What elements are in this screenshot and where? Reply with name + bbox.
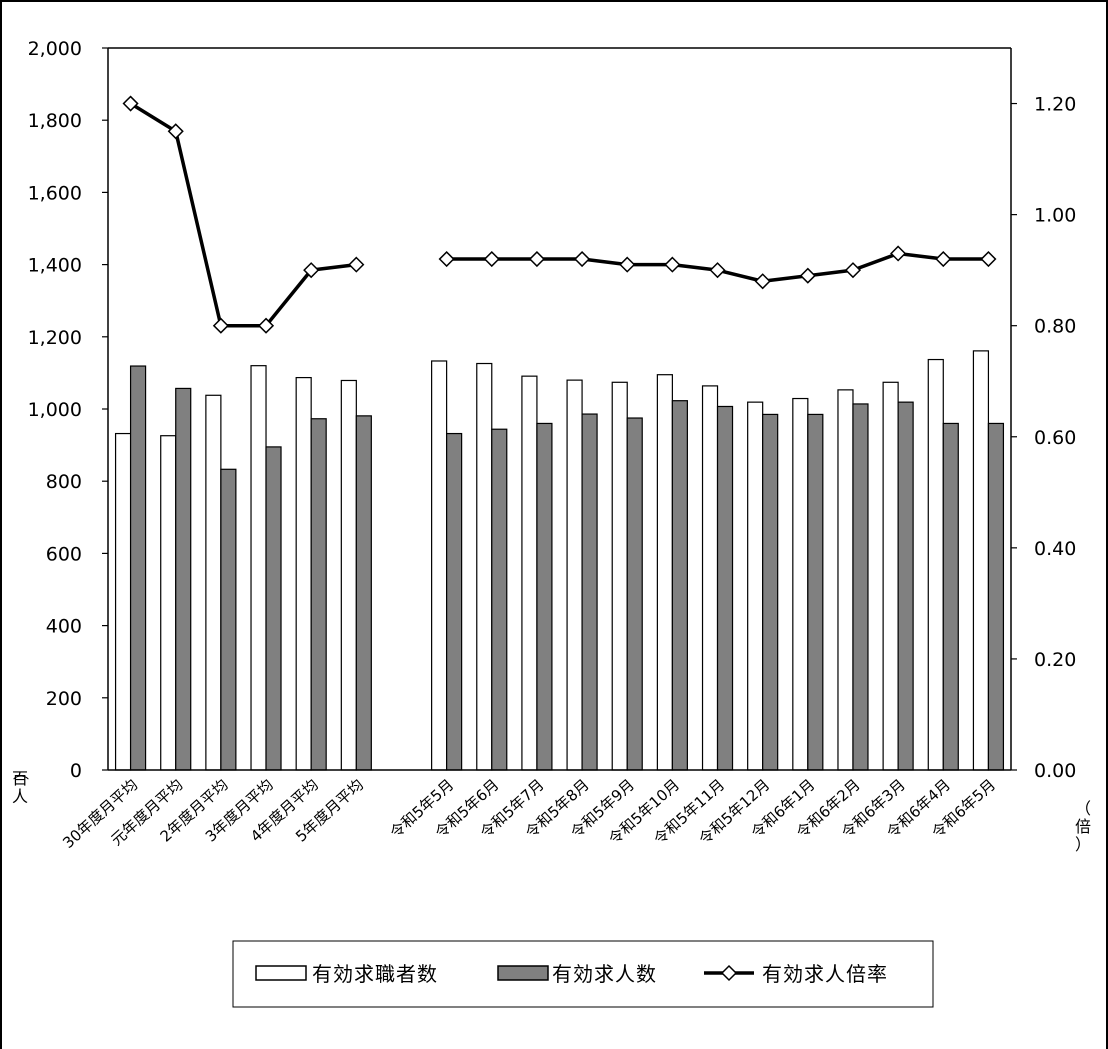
ratio-marker: [754, 273, 771, 290]
ratio-marker: [212, 317, 229, 334]
left-tick-label: 1,400: [28, 255, 82, 277]
left-tick-label: 1,600: [28, 182, 82, 204]
legend-label-job-seekers: 有効求職者数: [312, 962, 438, 986]
ratio-marker: [935, 250, 952, 268]
left-unit-text: 百人: [12, 769, 28, 806]
legend-label-ratio: 有効求人倍率: [762, 962, 888, 986]
right-tick-label: 0.20: [1034, 649, 1076, 671]
bar-job-openings: [852, 403, 869, 771]
bar-job-seekers: [792, 397, 809, 771]
left-tick-label: 400: [46, 616, 82, 638]
ratio-marker: [303, 262, 320, 279]
bar-job-seekers: [701, 385, 719, 771]
right-unit-text: （倍）: [1075, 799, 1091, 854]
bar-job-seekers: [566, 379, 583, 771]
ratio-marker: [980, 250, 997, 268]
bar-job-openings: [626, 417, 643, 771]
bar-job-seekers: [611, 381, 628, 771]
left-tick-label: 0: [70, 760, 82, 782]
bar-job-seekers: [927, 358, 944, 771]
legend-swatch-job-seekers: [255, 965, 307, 981]
ratio-marker: [664, 256, 681, 273]
legend-label-job-openings: 有効求人数: [552, 962, 657, 986]
bar-job-openings: [220, 468, 237, 771]
bar-job-openings: [491, 428, 508, 771]
ratio-marker: [122, 95, 139, 112]
bar-job-seekers: [160, 435, 177, 771]
ratio-marker: [438, 250, 455, 268]
left-unit-paren-open: ︵: [13, 763, 29, 782]
right-tick-label: 0.40: [1034, 538, 1076, 560]
bar-job-seekers: [114, 432, 132, 771]
right-unit-label: （倍）: [1075, 799, 1091, 854]
ratio-marker: [483, 250, 500, 268]
ratio-marker: [257, 317, 275, 334]
bar-job-seekers: [250, 365, 267, 771]
legend-swatch-job-openings: [497, 965, 549, 981]
ratio-marker: [528, 250, 545, 268]
bar-job-seekers: [521, 375, 538, 771]
bar-job-openings: [129, 365, 147, 771]
right-tick-label: 0.80: [1034, 316, 1076, 338]
bar-job-openings: [581, 413, 598, 771]
legend-swatch-ratio-marker: [720, 964, 738, 982]
bar-job-seekers: [431, 360, 448, 771]
bar-job-openings: [942, 422, 959, 771]
bar-job-openings: [897, 401, 914, 771]
left-tick-label: 200: [46, 688, 82, 710]
left-unit-label: ︵ 百人: [12, 763, 29, 806]
bar-job-seekers: [295, 376, 312, 771]
left-tick-label: 600: [46, 543, 82, 565]
right-tick-label: 0.00: [1034, 760, 1076, 782]
left-tick-label: 1,200: [28, 327, 82, 349]
bar-job-openings: [310, 418, 327, 771]
left-tick-labels: 0 200 400 600 800 1,000 1,200 1,400 1,600 1,800 2,…: [28, 38, 108, 782]
right-tick-label: 0.60: [1034, 427, 1076, 449]
ratio-marker: [167, 123, 184, 140]
ratio-marker: [709, 262, 726, 279]
bar-job-openings: [671, 400, 688, 771]
bar-job-openings: [446, 432, 463, 771]
bar-job-openings: [987, 422, 1005, 771]
bar-job-openings: [536, 422, 553, 771]
bar-job-openings: [807, 413, 824, 771]
ratio-marker: [890, 245, 907, 262]
bar-job-seekers: [837, 389, 854, 771]
ratio-marker: [574, 250, 591, 268]
legend: 有効求職者数 有効求人数 有効求人倍率: [232, 940, 934, 1008]
bar-job-seekers: [972, 350, 990, 771]
bar-job-openings: [762, 413, 779, 771]
bar-job-seekers: [747, 401, 764, 771]
ratio-line: [129, 102, 357, 328]
right-tick-label: 1.20: [1034, 94, 1076, 116]
ratio-marker: [619, 256, 636, 273]
bar-job-seekers: [205, 394, 222, 771]
left-tick-label: 1,000: [28, 399, 82, 421]
bars-layer: [114, 350, 1005, 771]
right-tick-label: 1.00: [1034, 205, 1076, 227]
ratio-marker: [348, 256, 365, 273]
right-tick-labels: 0.00 0.20 0.40 0.60 0.80 1.00 1.20: [1011, 94, 1076, 782]
bar-job-openings: [716, 405, 734, 771]
bar-job-seekers: [882, 381, 899, 771]
bar-job-seekers: [340, 379, 357, 771]
ratio-marker: [844, 262, 862, 279]
left-tick-label: 800: [46, 471, 82, 493]
bar-job-openings: [355, 415, 372, 771]
left-tick-label: 1,800: [28, 110, 82, 132]
legend-box: [232, 940, 934, 1008]
left-tick-label: 2,000: [28, 38, 82, 60]
bar-job-openings: [175, 387, 192, 771]
bar-job-seekers: [476, 362, 493, 771]
ratio-marker: [799, 267, 816, 284]
bar-job-openings: [265, 446, 282, 771]
ratio-line-layer: [122, 95, 997, 334]
bar-job-seekers: [656, 374, 673, 771]
